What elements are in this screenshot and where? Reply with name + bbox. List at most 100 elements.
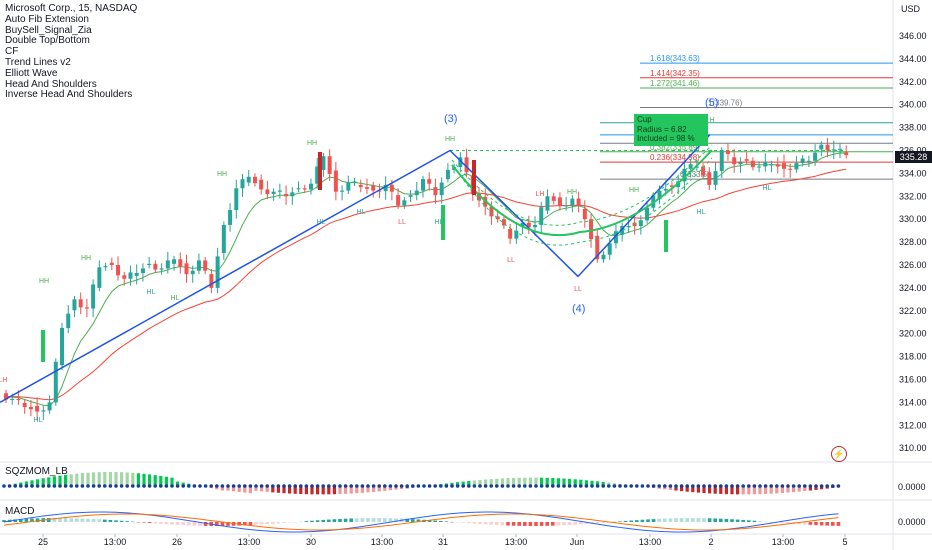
macd-histogram-bar <box>461 522 465 523</box>
macd-histogram-bar <box>551 522 555 526</box>
sqz-bar <box>176 481 180 486</box>
sqzmom-title[interactable]: SQZMOM_LB <box>5 466 68 477</box>
macd-histogram-bar <box>517 522 521 526</box>
pivot-marker: HH <box>217 171 227 178</box>
sqz-bar <box>372 486 376 492</box>
indicator-buysell-signal[interactable]: BuySell_Signal_Zia <box>5 24 92 36</box>
sqz-bar <box>484 479 488 486</box>
candle-body <box>595 235 600 260</box>
sqz-dot <box>299 484 303 488</box>
sqz-dot <box>332 484 337 488</box>
candle-body <box>414 190 419 196</box>
sqz-dot <box>75 484 79 488</box>
indicator-double-top-bottom[interactable]: Double Top/Bottom <box>5 35 90 47</box>
macd-histogram-bar <box>271 522 275 524</box>
candle-body <box>327 156 332 174</box>
macd-histogram-bar <box>668 518 673 522</box>
macd-histogram-bar <box>147 522 152 523</box>
price-tick-label: 336.00 <box>899 146 927 156</box>
pivot-marker: LL <box>574 286 582 293</box>
sqz-bar <box>540 477 544 486</box>
macd-histogram-bar <box>248 522 253 526</box>
sqzmom-pane <box>2 472 841 495</box>
price-tick-label: 310.00 <box>899 443 927 453</box>
macd-histogram-bar <box>651 519 656 522</box>
sqz-bar <box>47 477 51 486</box>
sqz-bar <box>808 486 812 491</box>
sqz-bar <box>786 486 790 493</box>
sqz-bar <box>120 472 124 486</box>
indicator-elliott-wave[interactable]: Elliott Wave <box>5 67 58 79</box>
sqz-dot <box>831 484 835 488</box>
price-tick-label: 338.00 <box>899 123 927 133</box>
sqz-dot <box>724 484 729 488</box>
candle-body <box>402 200 407 206</box>
sqz-dot <box>388 484 393 488</box>
cup-info-box: Cup Radius = 6.82 Included = 98 % <box>634 114 708 146</box>
sqz-dot <box>601 484 605 488</box>
pivot-marker: LL <box>507 257 515 264</box>
sqz-dot <box>545 484 549 488</box>
symbol-title[interactable]: Microsoft Corp., 15, NASDAQ <box>5 3 138 14</box>
candle-body <box>564 205 569 207</box>
macd-histogram-bar <box>220 522 225 526</box>
candle-body <box>228 210 233 225</box>
sqz-dot <box>86 484 90 488</box>
indicator-inverse-head-shoulders[interactable]: Inverse Head And Shoulders <box>5 89 133 101</box>
sqz-bar <box>260 486 264 492</box>
indicator-trend-lines[interactable]: Trend Lines v2 <box>5 56 71 68</box>
indicator-head-shoulders[interactable]: Head And Shoulders <box>5 78 97 90</box>
sqz-bar <box>52 476 56 486</box>
indicator-auto-fib[interactable]: Auto Fib Extension <box>5 13 89 25</box>
sqz-dot <box>181 484 185 488</box>
macd-histogram-bar <box>254 522 258 525</box>
sqz-bar <box>590 480 594 486</box>
candle-body <box>147 263 152 265</box>
sqz-dot <box>472 484 477 488</box>
macd-histogram-bar <box>495 522 499 526</box>
pivot-marker: HH <box>445 136 455 143</box>
macd-histogram-bar <box>427 520 432 522</box>
macd-histogram-bar <box>556 522 561 526</box>
macd-histogram-bar <box>444 521 449 522</box>
candle-body <box>128 272 133 279</box>
candle-body <box>340 190 345 192</box>
indicator-cf[interactable]: CF <box>5 46 19 58</box>
pivot-marker: HH <box>629 187 639 194</box>
macd-histogram-bar <box>226 522 230 526</box>
macd-histogram-bar <box>388 518 393 522</box>
candle-body <box>408 195 413 197</box>
sqz-dot <box>259 484 264 488</box>
alert-bolt-icon[interactable]: ⚡ <box>831 446 847 462</box>
pivot-marker: HH <box>81 255 91 262</box>
sqz-dot <box>360 484 365 488</box>
candle-body <box>813 152 818 161</box>
time-tick-label: Jun <box>570 537 585 547</box>
sqz-dot <box>80 484 85 488</box>
sqz-bar <box>562 478 566 486</box>
candle-body <box>109 262 114 265</box>
macd-title[interactable]: MACD <box>5 506 35 517</box>
sqz-bar <box>691 486 695 493</box>
sqz-dot <box>500 484 505 488</box>
macd-histogram-bar <box>80 518 85 522</box>
sqz-bar <box>136 473 140 486</box>
macd-histogram-bar <box>472 522 477 524</box>
price-tick-label: 312.00 <box>899 420 927 430</box>
sqz-dot <box>791 484 796 488</box>
sqz-bar <box>316 486 320 495</box>
macd-histogram-bar <box>747 520 751 522</box>
candle-body <box>526 222 531 228</box>
macd-histogram-bar <box>416 519 421 522</box>
candle-body <box>819 144 824 150</box>
macd-histogram-bar <box>299 521 303 523</box>
candle-body <box>271 191 276 195</box>
sqz-dot <box>730 484 734 488</box>
candle-body <box>60 327 65 366</box>
macd-histogram-bar <box>86 518 90 522</box>
sqz-dot <box>579 484 583 488</box>
macd-histogram-bar <box>539 522 544 526</box>
candle-body <box>389 184 394 192</box>
